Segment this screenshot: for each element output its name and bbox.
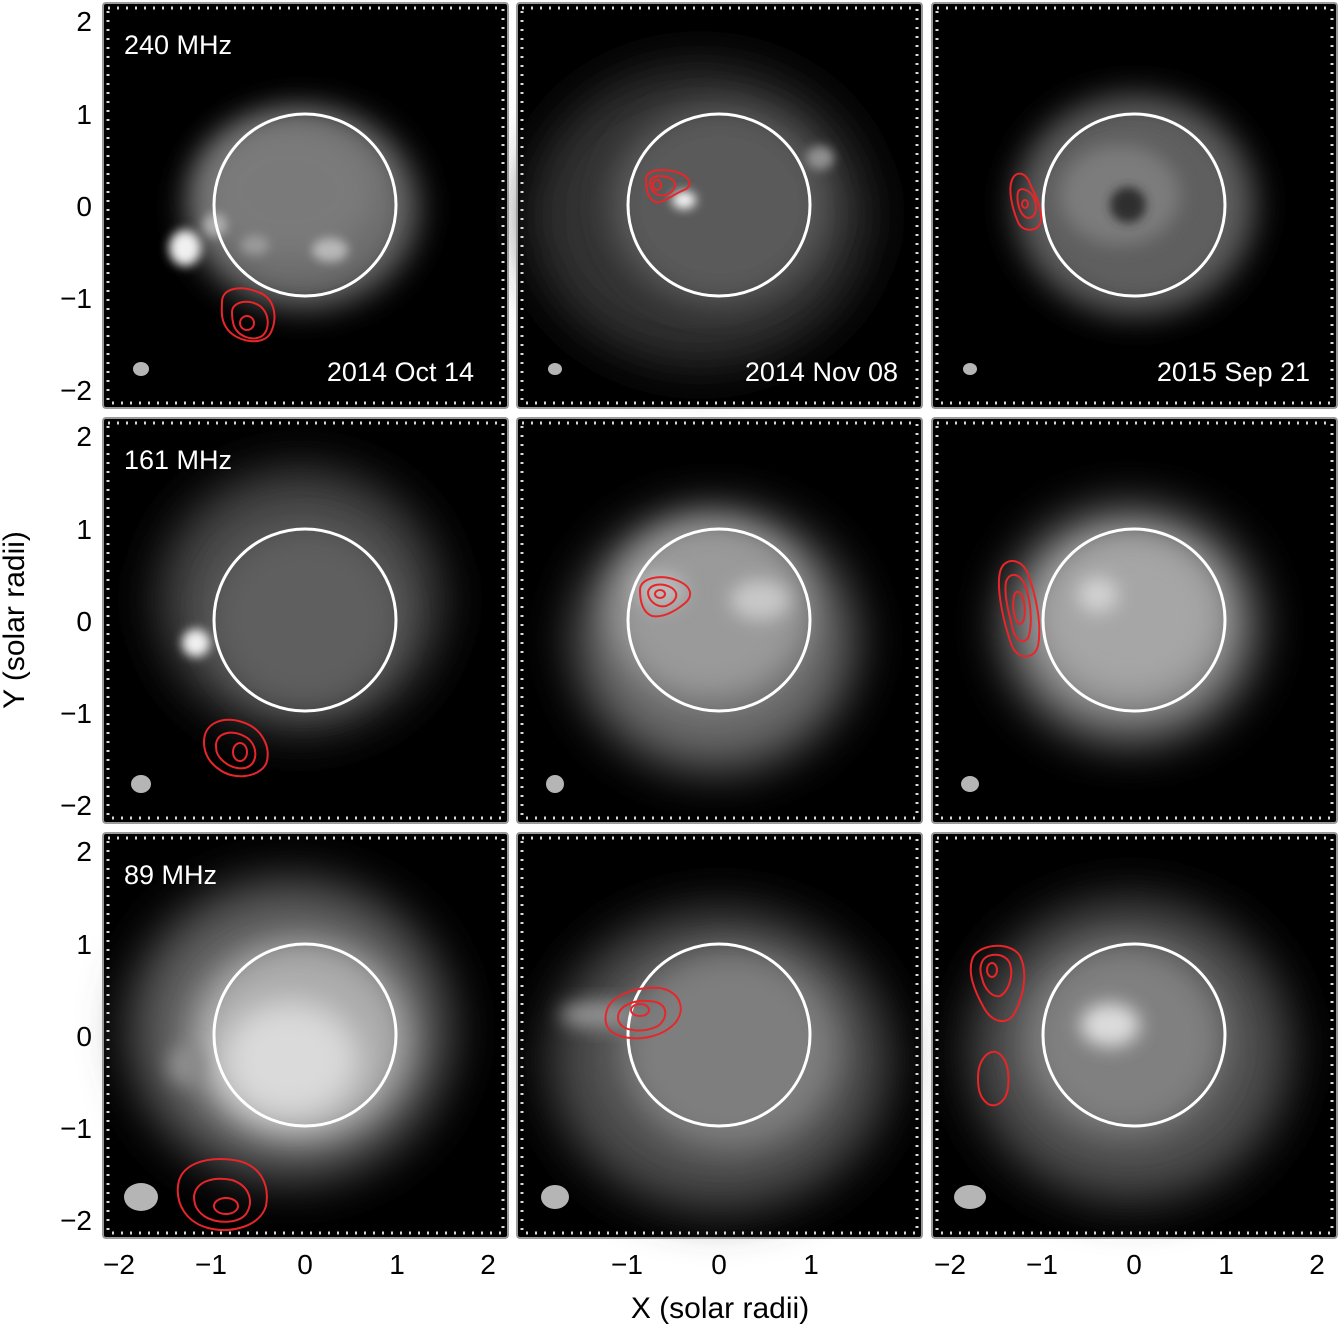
frequency-label-161: 161 MHz — [124, 445, 232, 475]
panel-240mhz-2015-sep-21: 2015 Sep 21 — [932, 3, 1337, 408]
y-tick-r0-m1: −1 — [60, 283, 92, 314]
x-tick-labels: −2 −1 0 1 2 −1 0 1 −2 −1 0 1 2 — [103, 1249, 1325, 1280]
panel-240mhz-2014-oct-14: 240 MHz 2014 Oct 14 — [103, 3, 508, 408]
y-tick-r1-0: 0 — [76, 606, 92, 637]
y-tick-r2-m2: −2 — [60, 1205, 92, 1236]
x-tick-c2-1: 1 — [1218, 1249, 1234, 1280]
y-tick-r2-m1: −1 — [60, 1113, 92, 1144]
panel-frames — [102, 2, 1338, 1239]
panel-240mhz-2014-nov-08: 2014 Nov 08 — [517, 3, 922, 408]
y-tick-r2-1: 1 — [76, 929, 92, 960]
frequency-label-89: 89 MHz — [124, 860, 217, 890]
y-tick-r1-2: 2 — [76, 421, 92, 452]
panel-frame — [102, 832, 509, 1239]
y-tick-r1-1: 1 — [76, 514, 92, 545]
x-tick-c0-1: 1 — [389, 1249, 405, 1280]
panel-161mhz-2015-sep-21 — [932, 418, 1337, 823]
panel-frame — [102, 2, 509, 409]
x-tick-c0-2: 2 — [480, 1249, 496, 1280]
y-tick-r0-0: 0 — [76, 191, 92, 222]
frequency-label-240: 240 MHz — [124, 30, 232, 60]
panel-frame — [931, 832, 1338, 1239]
y-tick-labels: 2 1 0 −1 −2 2 1 0 −1 −2 2 1 0 −1 −2 — [60, 6, 92, 1236]
date-label-sep21: 2015 Sep 21 — [1157, 357, 1310, 387]
panel-89mhz-2014-nov-08 — [517, 833, 922, 1238]
x-tick-c0-0: 0 — [297, 1249, 313, 1280]
x-tick-c0-m2: −2 — [103, 1249, 135, 1280]
x-tick-c1-1: 1 — [803, 1249, 819, 1280]
y-tick-r0-2: 2 — [76, 6, 92, 37]
y-tick-r2-0: 0 — [76, 1021, 92, 1052]
panel-frame — [102, 417, 509, 824]
panel-frame — [516, 417, 923, 824]
x-tick-c1-0: 0 — [711, 1249, 727, 1280]
panel-89mhz-2015-sep-21 — [932, 833, 1337, 1238]
y-tick-r0-1: 1 — [76, 99, 92, 130]
y-axis-title: Y (solar radii) — [0, 531, 31, 709]
y-tick-r2-2: 2 — [76, 836, 92, 867]
x-tick-c2-m2: −2 — [934, 1249, 966, 1280]
x-tick-c2-m1: −1 — [1026, 1249, 1058, 1280]
y-tick-r1-m1: −1 — [60, 698, 92, 729]
x-tick-c0-m1: −1 — [195, 1249, 227, 1280]
y-tick-r0-m2: −2 — [60, 375, 92, 406]
panel-frame — [931, 2, 1338, 409]
panel-161mhz-2014-nov-08 — [517, 418, 922, 823]
date-label-oct14: 2014 Oct 14 — [327, 357, 474, 387]
date-label-nov08: 2014 Nov 08 — [745, 357, 898, 387]
panel-89mhz-2014-oct-14: 89 MHz — [103, 833, 508, 1238]
panel-frame — [931, 417, 1338, 824]
x-tick-c2-0: 0 — [1126, 1249, 1142, 1280]
x-axis-title: X (solar radii) — [631, 1292, 809, 1325]
panel-161mhz-2014-oct-14: 161 MHz — [103, 418, 508, 823]
panel-frame — [516, 2, 923, 409]
x-tick-c2-2: 2 — [1309, 1249, 1325, 1280]
y-tick-r1-m2: −2 — [60, 790, 92, 821]
x-tick-c1-m1: −1 — [611, 1249, 643, 1280]
panel-frame — [516, 832, 923, 1239]
